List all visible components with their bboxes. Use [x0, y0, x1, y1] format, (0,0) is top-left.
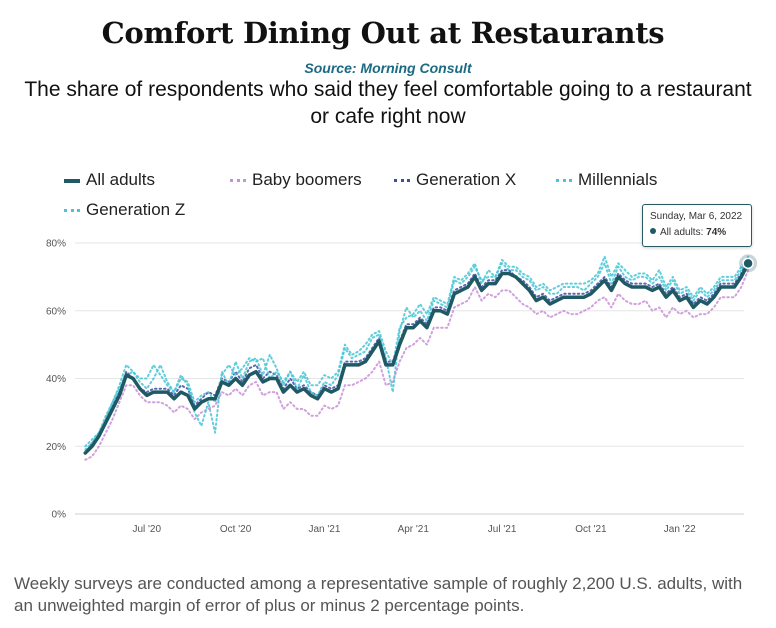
legend-swatch-dotted-icon — [64, 209, 80, 212]
y-tick-label: 40% — [46, 374, 66, 385]
legend-label: All adults — [86, 170, 155, 189]
tooltip-date: Sunday, Mar 6, 2022 — [650, 211, 743, 222]
legend-swatch-dotted-icon — [394, 179, 410, 182]
footnote: Weekly surveys are conducted among a rep… — [14, 574, 743, 615]
legend-label: Generation Z — [86, 200, 186, 219]
series-line-all-adults — [83, 261, 750, 455]
series-line-generation-x — [84, 258, 750, 454]
legend-swatch-dotted-icon — [556, 179, 572, 182]
x-tick-label: Jan '21 — [308, 524, 340, 535]
x-tick-label: Oct '21 — [575, 524, 607, 535]
x-tick-label: Jan '22 — [664, 524, 696, 535]
x-tick-label: Oct '20 — [220, 524, 252, 535]
legend-label: Baby boomers — [252, 170, 362, 189]
chart-tooltip: Sunday, Mar 6, 2022 All adults: 74% — [642, 204, 752, 247]
tooltip-label: All adults: — [660, 227, 704, 238]
y-tick-label: 60% — [46, 306, 66, 317]
legend-swatch-dotted-icon — [230, 179, 246, 182]
chart-subtitle: The share of respondents who said they f… — [24, 78, 752, 128]
legend-swatch-solid-icon — [64, 179, 80, 183]
series-line-generation-z — [84, 255, 750, 451]
x-tick-label: Jul '20 — [132, 524, 161, 535]
y-tick-label: 0% — [52, 510, 67, 521]
series-line-baby-boomers — [84, 269, 750, 461]
chart-source: Source: Morning Consult — [304, 60, 472, 76]
y-tick-label: 80% — [46, 239, 66, 250]
legend-label: Millennials — [578, 170, 658, 189]
tooltip-series-dot-icon — [650, 228, 656, 234]
y-tick-label: 20% — [46, 442, 66, 453]
tooltip-row: All adults: 74% — [650, 227, 726, 238]
x-tick-label: Apr '21 — [398, 524, 430, 535]
x-tick-label: Jul '21 — [488, 524, 517, 535]
tooltip-value: 74% — [706, 227, 727, 238]
legend-label: Generation X — [416, 170, 517, 189]
series-line-millennials — [84, 258, 750, 448]
chart-title: Comfort Dining Out at Restaurants — [101, 16, 665, 50]
highlight-point — [742, 257, 754, 270]
